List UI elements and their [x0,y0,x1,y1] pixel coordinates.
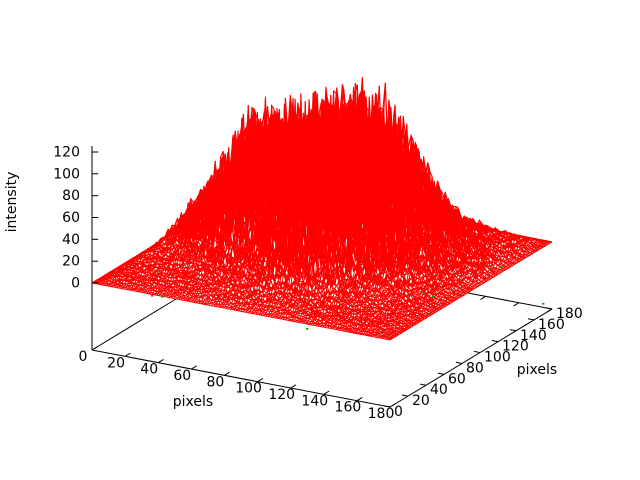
z-tick-label: 80 [62,188,80,204]
x-tick-label: 180 [368,406,395,422]
y-tick-label: 80 [466,361,484,377]
z-tick-label: 60 [62,210,80,226]
x-tick-label: 20 [107,355,125,371]
y-tick-label: 140 [520,328,547,344]
z-tick-label: 100 [53,166,80,182]
y-tick-label: 0 [394,404,403,420]
axis-labels: pixels pixels intensity [4,172,557,410]
x-axis-title: pixels [173,394,213,410]
y-tick-label: 120 [502,339,529,355]
z-tick-label: 20 [62,254,80,270]
x-tick-label: 0 [79,349,88,365]
z-axis-title: intensity [4,172,20,233]
x-tick-label: 60 [173,368,191,384]
y-axis-title: pixels [517,362,557,378]
y-tick-label: 100 [484,350,511,366]
y-tick-label: 180 [556,306,583,322]
y-tick-label: 20 [412,393,430,409]
y-tick-label: 160 [538,317,565,333]
x-axis: 0 20 40 60 80 100 120 140 160 180 [79,292,553,422]
surface-mesh [91,77,553,341]
x-tick-label: 40 [140,362,158,378]
x-tick-label: 100 [235,381,262,397]
z-tick-label: 120 [53,145,80,161]
x-tick-label: 120 [268,387,295,403]
underside-artifacts [151,266,545,330]
x-tick-label: 160 [335,400,362,416]
x-tick-label: 140 [301,393,328,409]
y-tick-label: 60 [448,371,466,387]
y-tick-label: 40 [430,382,448,398]
x-tick-label: 80 [206,374,224,390]
z-tick-label: 40 [62,232,80,248]
z-tick-label: 0 [71,276,80,292]
z-axis: 0 20 40 60 80 100 120 [53,145,99,350]
